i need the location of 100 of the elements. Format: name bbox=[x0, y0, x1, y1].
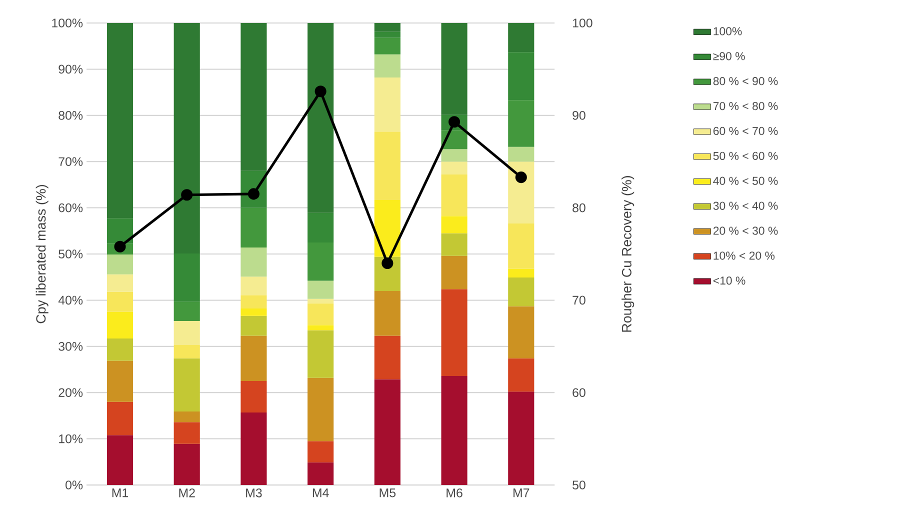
bar bbox=[508, 278, 534, 306]
bar bbox=[508, 52, 534, 100]
bar bbox=[106, 338, 134, 361]
y2-tick-label: 90 bbox=[572, 110, 586, 120]
bar bbox=[508, 146, 534, 162]
y-tick-label: 90% bbox=[58, 64, 83, 74]
bar bbox=[508, 224, 534, 269]
legend-label: 20 % < 30 % bbox=[713, 226, 778, 235]
bar bbox=[441, 233, 468, 256]
bar bbox=[508, 392, 534, 485]
bar bbox=[308, 242, 334, 281]
bar bbox=[308, 298, 334, 304]
legend-label: 30 % < 40 % bbox=[713, 202, 778, 210]
x-tick-label: M3 bbox=[246, 488, 262, 498]
bar bbox=[174, 444, 200, 485]
y-tick-label: 40% bbox=[58, 296, 83, 305]
y2-tick-label: 100 bbox=[572, 18, 592, 28]
bar bbox=[308, 212, 334, 242]
legend-label: 60 % < 70 % bbox=[713, 126, 778, 136]
bar bbox=[174, 358, 200, 412]
y-tick-label: 60% bbox=[58, 203, 83, 212]
bar bbox=[240, 412, 267, 485]
bar bbox=[308, 330, 334, 378]
bar bbox=[374, 78, 400, 132]
bar bbox=[441, 289, 468, 376]
y-axis-title: Cpy liberated mass (%) bbox=[36, 184, 48, 324]
bar bbox=[240, 336, 267, 382]
legend-label: 70 % < 80 % bbox=[713, 102, 778, 110]
legend-label: 80 % < 90 % bbox=[713, 77, 778, 86]
legend-label: ≥90 % bbox=[713, 52, 745, 60]
x-tick-label: M4 bbox=[312, 488, 329, 498]
point bbox=[382, 257, 394, 270]
point bbox=[314, 86, 326, 98]
bar bbox=[374, 38, 400, 54]
bar bbox=[441, 216, 468, 234]
bar bbox=[508, 100, 534, 147]
legend-label: 40 % < 50 % bbox=[713, 176, 778, 185]
bar bbox=[174, 302, 200, 321]
bar bbox=[441, 149, 468, 162]
bar bbox=[174, 412, 200, 422]
bar bbox=[441, 256, 468, 290]
bar bbox=[374, 132, 400, 200]
bar bbox=[240, 381, 267, 412]
bar bbox=[508, 268, 534, 278]
y-tick-label: 100% bbox=[52, 18, 83, 28]
y2-tick-label: 60 bbox=[572, 388, 586, 398]
bar bbox=[240, 276, 267, 296]
y2-tick-label: 50 bbox=[572, 480, 586, 490]
bar bbox=[106, 218, 134, 244]
point bbox=[515, 172, 527, 184]
bar bbox=[308, 22, 334, 213]
x-tick-label: M1 bbox=[112, 488, 128, 498]
bar bbox=[106, 360, 134, 402]
bar bbox=[308, 325, 334, 330]
bar bbox=[240, 316, 267, 336]
bar bbox=[374, 290, 400, 336]
legend-label: 100% bbox=[714, 27, 742, 36]
bar bbox=[308, 441, 334, 462]
bar bbox=[240, 22, 267, 171]
bar bbox=[374, 22, 400, 32]
bar bbox=[106, 402, 134, 436]
x-tick-label: M6 bbox=[446, 488, 462, 498]
y2-tick-label: 80 bbox=[572, 203, 586, 212]
bar bbox=[174, 422, 200, 444]
bar bbox=[441, 162, 468, 175]
x-tick-label: M7 bbox=[514, 488, 530, 498]
bar bbox=[508, 358, 534, 392]
bar bbox=[106, 312, 134, 339]
y-tick-label: 30% bbox=[58, 342, 83, 351]
legend-label: 10% < 20 % bbox=[714, 252, 775, 260]
bar bbox=[508, 162, 534, 224]
bar bbox=[374, 54, 400, 78]
y-tick-label: 0% bbox=[66, 480, 83, 490]
y-tick-label: 10% bbox=[59, 434, 83, 444]
bar bbox=[174, 254, 200, 302]
bar bbox=[106, 22, 134, 218]
bar bbox=[308, 378, 334, 442]
bar bbox=[441, 376, 468, 485]
y-tick-label: 50% bbox=[58, 250, 83, 258]
bar bbox=[374, 200, 400, 257]
bar bbox=[174, 345, 200, 358]
bar bbox=[308, 303, 334, 326]
bar bbox=[240, 208, 267, 248]
bar bbox=[106, 274, 134, 292]
bar bbox=[106, 254, 134, 274]
y2-axis-title: Rougher Cu Recovery (%) bbox=[622, 176, 634, 332]
bar bbox=[374, 336, 400, 380]
legend-label: <10 % bbox=[713, 276, 746, 285]
x-tick-label: M5 bbox=[380, 488, 396, 498]
legend-label: 50 % < 60 % bbox=[713, 152, 778, 160]
bar bbox=[508, 22, 534, 52]
bar bbox=[174, 320, 200, 346]
bar bbox=[240, 248, 267, 277]
bar bbox=[240, 295, 267, 309]
y2-tick-label: 70 bbox=[572, 296, 586, 305]
x-tick-label: M2 bbox=[179, 488, 195, 498]
bar bbox=[308, 462, 334, 485]
bar bbox=[174, 22, 200, 254]
point bbox=[114, 240, 126, 252]
bar bbox=[441, 174, 468, 216]
